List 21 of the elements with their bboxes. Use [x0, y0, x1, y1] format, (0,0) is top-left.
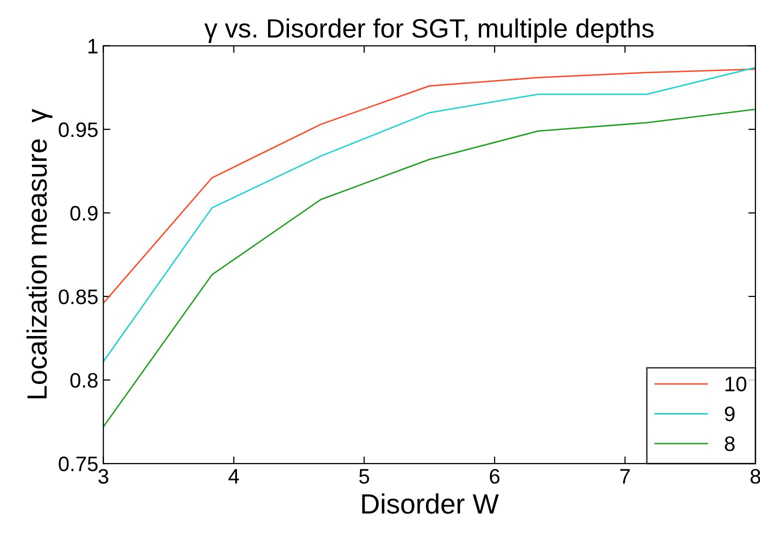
y-tick-label: 0.8 [70, 372, 98, 388]
x-tick-label: 4 [228, 469, 239, 484]
y-tick-label: 1 [88, 39, 98, 54]
y-tick-label: 0.9 [70, 206, 98, 221]
x-tick-label: 6 [490, 468, 500, 484]
legend-label: 10 [726, 376, 746, 392]
line-series [103, 108, 756, 428]
y-tick-label: 0.95 [58, 122, 98, 138]
legend-label: 8 [724, 436, 735, 452]
line-series [103, 66, 756, 362]
line-series [103, 68, 756, 304]
chart-title: γ vs. Disorder for SGT, multiple depths [204, 18, 654, 43]
x-axis-title: Disorder W [362, 493, 499, 514]
y-tick-label: 0.75 [58, 456, 98, 472]
x-tick-label: 5 [359, 469, 370, 484]
x-tick-label: 3 [98, 468, 108, 484]
y-axis-title: Localization measure γ [26, 108, 52, 398]
x-tick-label: 7 [620, 469, 630, 484]
y-tick-label: 0.85 [58, 289, 98, 304]
legend-label: 9 [724, 406, 735, 422]
x-tick-label: 8 [750, 468, 760, 484]
